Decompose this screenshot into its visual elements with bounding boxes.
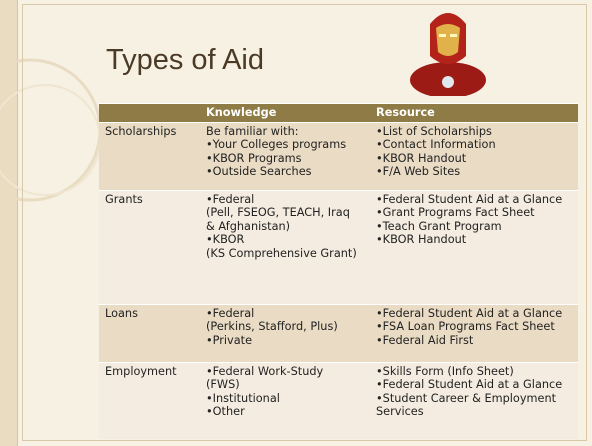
cell-line: •KBOR Programs	[206, 151, 302, 165]
cell-line: •Federal Student Aid at a Glance	[376, 307, 563, 320]
table-cell: •Federal Student Aid at a Glance •FSA Loa…	[370, 304, 578, 363]
cell-line: •Grant Programs Fact Sheet	[376, 206, 535, 220]
cell-line: •Federal Student Aid at a Glance	[376, 193, 563, 206]
cell-line: •F/A Web Sites	[376, 165, 461, 179]
cell-line: •Private	[206, 333, 253, 347]
cell-line: •Contact Information	[376, 138, 496, 152]
hero-image	[410, 13, 486, 96]
table-cell: •Federal Student Aid at a Glance •Grant P…	[370, 190, 578, 305]
table-cell: •Federal (Pell, FSEOG, TEACH, Iraq & Afgha…	[200, 190, 370, 305]
cell-line: Be familiar with:	[206, 125, 299, 138]
table-row: Scholarships Be familiar with: •Your Colle…	[99, 122, 578, 191]
header-cell	[99, 103, 200, 123]
cell-line: •List of Scholarships	[376, 125, 492, 138]
table-cell: •Federal Work-Study (FWS) •Institutional •O…	[200, 362, 370, 439]
slide-frame	[22, 4, 587, 441]
table-cell: Loans	[99, 304, 200, 363]
cell-line: •Federal Aid First	[376, 333, 474, 347]
cell-line: Loans	[105, 307, 138, 320]
cell-line: (KS Comprehensive Grant)	[206, 246, 357, 260]
cell-line: •Skills Form (Info Sheet)	[376, 365, 514, 378]
cell-line: •KBOR Handout	[376, 233, 467, 247]
cell-line: •Teach Grant Program	[376, 219, 502, 233]
slide-title: Types of Aid	[106, 44, 264, 76]
cell-line: Employment	[105, 365, 177, 378]
header-cell: Knowledge	[200, 103, 370, 123]
cell-line: & Afghanistan)	[206, 219, 291, 233]
table-row: Loans •Federal (Perkins, Stafford, Plus) •P…	[99, 304, 578, 363]
cell-line: Scholarships	[105, 125, 177, 138]
cell-line: •Federal	[206, 193, 255, 206]
cell-line: •KBOR	[206, 233, 245, 247]
cell-line: •Federal	[206, 307, 255, 320]
table-cell: Employment	[99, 362, 200, 439]
cell-line: (Perkins, Stafford, Plus)	[206, 320, 338, 334]
cell-line: •Federal Student Aid at a Glance	[376, 378, 563, 392]
cell-line: Grants	[105, 193, 143, 206]
cell-line: (FWS)	[206, 378, 240, 392]
table-cell: •Federal (Perkins, Stafford, Plus) •Privat…	[200, 304, 370, 363]
header-row: Knowledge Resource	[99, 103, 578, 123]
cell-line: •Outside Searches	[206, 165, 312, 179]
cell-line: •Institutional	[206, 391, 280, 405]
side-strip	[0, 0, 18, 446]
aid-table: Knowledge Resource Scholarships Be familia…	[99, 103, 578, 439]
cell-line: •KBOR Handout	[376, 151, 467, 165]
table-cell: Grants	[99, 190, 200, 305]
table-cell: Be familiar with: •Your Colleges programs…	[200, 122, 370, 191]
cell-line: •Your Colleges programs	[206, 138, 347, 152]
cell-line: •FSA Loan Programs Fact Sheet	[376, 320, 555, 334]
table-row: Employment •Federal Work-Study (FWS) •Insti…	[99, 362, 578, 439]
cell-line: Services	[376, 405, 424, 419]
cell-line: •Other	[206, 405, 245, 419]
table-cell: •Skills Form (Info Sheet) •Federal Studen…	[370, 362, 578, 439]
cell-line: •Federal Work-Study	[206, 365, 324, 378]
header-cell: Resource	[370, 103, 578, 123]
cell-line: •Student Career & Employment	[376, 391, 557, 405]
table-cell: •List of Scholarships •Contact Informatio…	[370, 122, 578, 191]
table-cell: Scholarships	[99, 122, 200, 191]
cell-line: (Pell, FSEOG, TEACH, Iraq	[206, 206, 350, 220]
table-row: Grants •Federal (Pell, FSEOG, TEACH, Iraq &…	[99, 190, 578, 305]
